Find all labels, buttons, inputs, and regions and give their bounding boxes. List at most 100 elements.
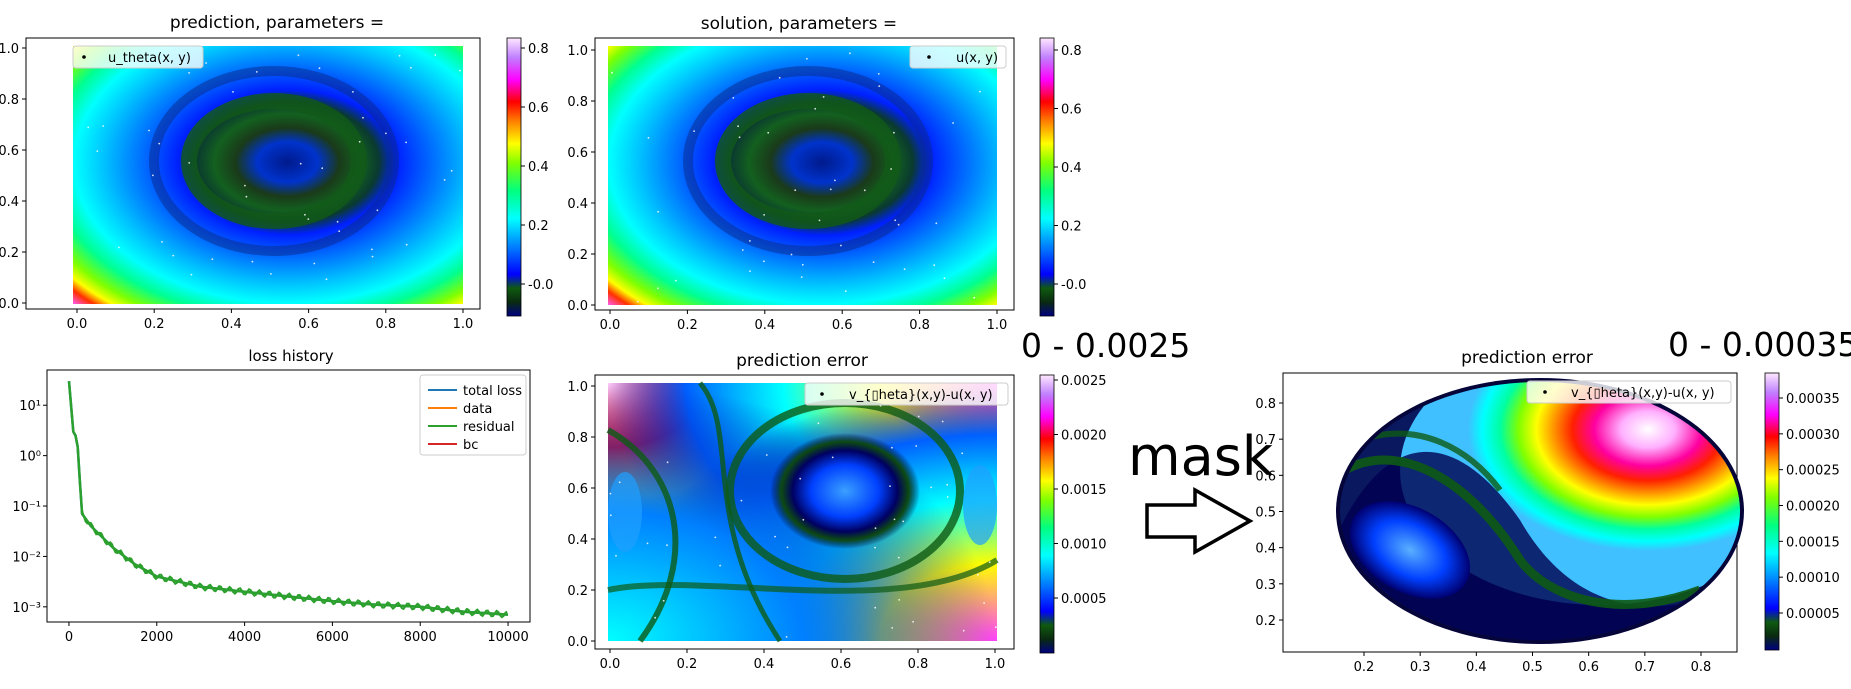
error-field [606, 381, 999, 643]
masked-error-colorbar-tick-label: 0.00010 [1786, 571, 1840, 586]
scatter-point [943, 277, 946, 280]
solution-colorbar-tick-label: 0.2 [1061, 220, 1082, 235]
prediction-y-tick-label: 0.2 [0, 246, 19, 261]
prediction-colorbar-tick-label: 0.4 [528, 160, 549, 175]
solution-y-tick-label: 0.8 [567, 95, 588, 110]
solution-y-tick-label: 0.2 [567, 248, 588, 263]
scatter-point [738, 136, 741, 139]
scatter-point [799, 477, 802, 480]
scatter-point [774, 535, 776, 538]
scatter-point [152, 174, 154, 177]
scatter-point [385, 132, 387, 135]
solution-colorbar-tick-label: 0.8 [1061, 44, 1082, 59]
error-colorbar-tick-label: 0.0015 [1061, 483, 1107, 498]
prediction-panel: prediction, parameters = u_theta(x, y) 0… [0, 13, 553, 332]
scatter-point [763, 214, 765, 216]
scatter-point [915, 445, 918, 447]
prediction-y-tick-label: 0.0 [0, 297, 19, 312]
scatter-point [118, 246, 120, 249]
error-panel: prediction error v_{▯heta}(x,y)-u(x, y) … [567, 326, 1190, 672]
scatter-point [358, 140, 361, 143]
scatter-point [205, 62, 208, 64]
scatter-point [874, 527, 877, 530]
error-y-tick-label: 1.0 [567, 380, 588, 395]
scatter-point [321, 167, 324, 170]
scatter-point [935, 222, 938, 225]
prediction-y-tick-label: 0.4 [0, 195, 19, 210]
loss-legend: total loss data residual bc [419, 374, 527, 456]
loss-y-tick-label: 10⁻² [12, 550, 41, 565]
scatter-point [874, 546, 876, 549]
masked-error-field [1336, 378, 1744, 644]
scatter-point [877, 73, 880, 75]
scatter-point [749, 270, 751, 272]
error-x-tick-label: 0.2 [677, 657, 698, 672]
scatter-point [232, 91, 234, 93]
scatter-point [609, 514, 612, 517]
masked-error-colorbar-tick-label: 0.00035 [1786, 392, 1840, 407]
scatter-point [732, 97, 735, 99]
scatter-point [946, 496, 949, 498]
masked-error-y-ticks: 0.2 0.3 0.4 0.5 0.6 0.7 0.8 [1255, 397, 1283, 629]
scatter-point [313, 262, 316, 265]
prediction-y-tick-label: 0.8 [0, 93, 19, 108]
prediction-y-tick-label: 1.0 [0, 42, 19, 57]
masked-error-x-tick-label: 0.2 [1354, 660, 1375, 675]
scatter-point [352, 91, 354, 93]
solution-colorbar-ticks: -0.0 0.2 0.4 0.6 0.8 [1054, 44, 1086, 293]
scatter-point [898, 599, 901, 601]
scatter-point [891, 446, 893, 449]
loss-series-residual [67, 381, 509, 616]
scatter-point [765, 454, 768, 456]
error-x-tick-label: 0.6 [831, 657, 852, 672]
scatter-point [891, 627, 894, 629]
masked-error-colorbar-ticks: 0.00005 0.00010 0.00015 0.00020 0.00025 0.000… [1779, 392, 1840, 622]
scatter-point [172, 254, 175, 257]
error-y-tick-label: 0.8 [567, 431, 588, 446]
prediction-colorbar-tick-label: 0.8 [528, 42, 549, 57]
scatter-point [714, 536, 717, 539]
loss-x-tick-label: 2000 [140, 630, 173, 645]
scatter-point [410, 66, 412, 69]
solution-x-tick-label: 0.6 [832, 318, 853, 333]
loss-title: loss history [248, 347, 333, 365]
masked-error-y-tick-label: 0.7 [1255, 433, 1276, 448]
scatter-point [961, 452, 964, 455]
loss-x-tick-label: 0 [65, 630, 73, 645]
error-x-tick-label: 0.4 [754, 657, 775, 672]
prediction-x-tick-label: 0.8 [375, 317, 396, 332]
scatter-point [674, 279, 677, 282]
loss-y-tick-label: 10⁻³ [12, 601, 41, 616]
loss-y-tick-label: 10¹ [19, 399, 41, 414]
scatter-point [767, 131, 770, 134]
scatter-point [740, 499, 743, 502]
scatter-point [878, 85, 881, 87]
masked-error-title: prediction error [1461, 348, 1593, 368]
scatter-point [840, 244, 842, 247]
mask-label: mask [1128, 425, 1274, 488]
scatter-point [831, 456, 834, 459]
solution-legend: u(x, y) [909, 45, 1007, 69]
mask-arrow-icon [1145, 487, 1254, 555]
scatter-point [657, 210, 659, 213]
scatter-point [371, 248, 373, 251]
scatter-point [96, 150, 99, 153]
error-colorbar-tick-label: 0.0020 [1061, 429, 1107, 444]
loss-x-tick-label: 8000 [404, 630, 437, 645]
scatter-point [817, 422, 820, 425]
masked-error-y-tick-label: 0.6 [1255, 469, 1276, 484]
scatter-point [244, 184, 246, 187]
error-colorbar-tick-label: 0.0010 [1061, 538, 1107, 553]
error-legend-label: v_{▯heta}(x,y)-u(x, y) [849, 388, 993, 403]
scatter-point [844, 290, 847, 293]
solution-x-tick-label: 0.8 [909, 318, 930, 333]
solution-y-tick-label: 0.0 [567, 299, 588, 314]
error-legend: v_{▯heta}(x,y)-u(x, y) [804, 382, 1009, 406]
solution-x-tick-label: 0.2 [677, 318, 698, 333]
scatter-point [737, 125, 739, 128]
prediction-x-tick-label: 1.0 [453, 317, 474, 332]
masked-error-colorbar-tick-label: 0.00015 [1786, 535, 1840, 550]
scatter-point [611, 71, 613, 74]
error-x-tick-label: 0.0 [600, 657, 621, 672]
error-colorbar-tick-label: 0.0025 [1061, 374, 1107, 389]
